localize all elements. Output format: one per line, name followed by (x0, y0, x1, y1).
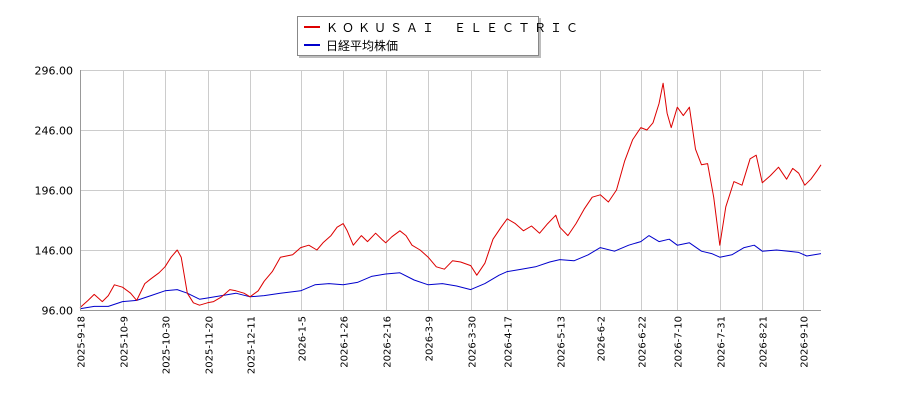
legend-swatch-kokusai (304, 26, 320, 28)
x-tick-label: 2026-1-5 (298, 316, 309, 361)
x-tick-label: 2025-12-11 (247, 316, 258, 374)
x-tick-label: 2026-5-13 (557, 316, 568, 368)
grid (80, 70, 821, 311)
y-tick-label: 246.00 (35, 125, 74, 138)
x-tick-label: 2026-3-30 (468, 316, 479, 368)
series-line-kokusai (79, 82, 822, 308)
y-tick-label: 196.00 (35, 185, 74, 198)
x-tick-label: 2025-11-20 (205, 316, 216, 374)
x-tick-label: 2026-3-9 (425, 316, 436, 361)
legend-swatch-nikkei (304, 44, 320, 46)
legend-label-kokusai: ＫＯＫＵＳＡＩ ＥＬＥＣＴＲＩＣ (326, 20, 583, 35)
x-tick-label: 2025-10-30 (162, 316, 173, 374)
x-tick-label: 2026-4-17 (504, 316, 515, 368)
x-tick-label: 2025-9-18 (77, 316, 88, 368)
legend-item-kokusai: ＫＯＫＵＳＡＩ ＥＬＥＣＴＲＩＣ (304, 18, 582, 36)
series-lines (79, 82, 822, 310)
legend-label-nikkei: 日経平均株価 (326, 38, 399, 53)
x-tick-label: 2026-2-16 (383, 316, 394, 368)
x-tick-labels: 2025-9-18 2025-10-9 2025-10-30 2025-11-20 20… (77, 316, 811, 374)
legend-item-nikkei: 日経平均株価 (304, 36, 398, 54)
series-line-nikkei (79, 235, 822, 310)
y-tick-labels: 96.00 146.00 196.00 246.00 296.00 (35, 65, 74, 318)
y-tick-label: 296.00 (35, 65, 74, 78)
x-tick-label: 2026-8-21 (759, 316, 770, 368)
x-tick-label: 2026-9-10 (800, 316, 811, 368)
legend: ＫＯＫＵＳＡＩ ＥＬＥＣＴＲＩＣ 日経平均株価 (297, 16, 578, 56)
y-tick-label: 146.00 (35, 245, 74, 258)
x-tick-label: 2025-10-9 (120, 316, 131, 368)
x-tick-label: 2026-1-26 (340, 316, 351, 368)
x-tick-label: 2026-6-2 (597, 316, 608, 361)
axes (80, 70, 821, 311)
x-tick-label: 2026-7-31 (717, 316, 728, 368)
y-tick-label: 96.00 (42, 305, 74, 318)
x-tick-label: 2026-7-10 (674, 316, 685, 368)
x-tick-label: 2026-6-22 (638, 316, 649, 368)
